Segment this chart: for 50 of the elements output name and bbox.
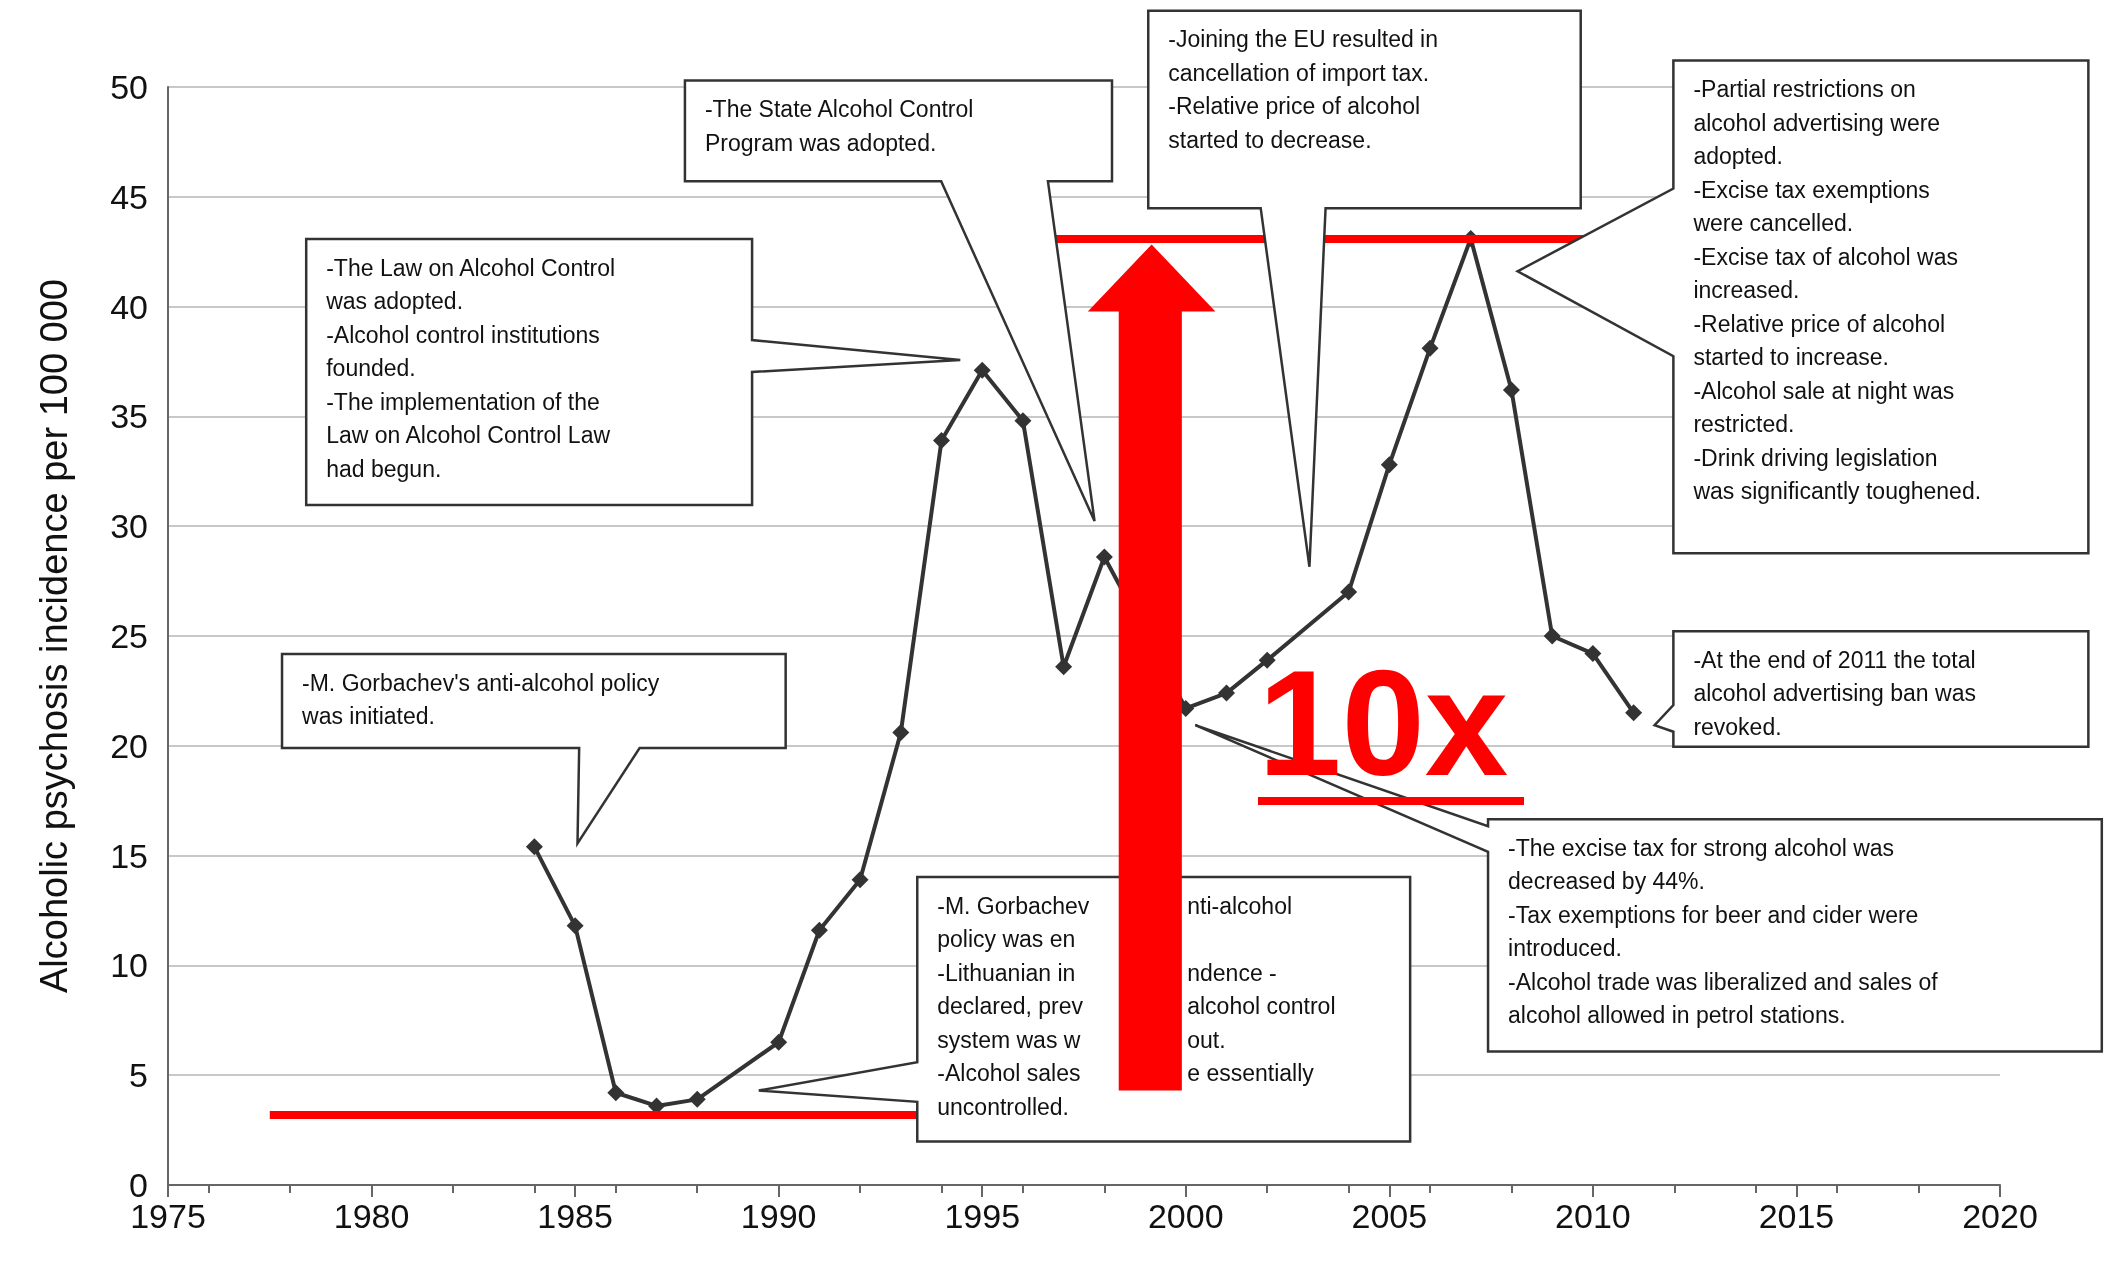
- x-tick-label: 2000: [1147, 1197, 1224, 1235]
- annotation: -At the end of 2011 the total alcohol advertising ban was revoked.: [1693, 646, 1976, 740]
- x-tick-label: 1985: [537, 1197, 613, 1235]
- point: [1584, 645, 1602, 663]
- point: [1543, 627, 1561, 645]
- point: [892, 724, 910, 742]
- point: [851, 871, 869, 889]
- point: [1340, 583, 1358, 601]
- point: [1502, 381, 1520, 399]
- annotation: -Joining the EU resulted in cancellation of import tax. -Relative price of alcohol started to decrease.: [1168, 26, 1439, 153]
- annotation: -M. Gorbachev's anti-alcohol policy was initiated.: [301, 669, 660, 730]
- point: [525, 838, 543, 856]
- text: -M. Gorbachev nti-alcohol policy was en -Lithuanian in ndence - declared, prev alcohol control system was w out. -Alcohol sales e essentially uncontrolled.: [937, 892, 1336, 1120]
- point: [810, 921, 828, 939]
- y-tick-label: 25: [110, 617, 148, 655]
- point: [1625, 704, 1643, 722]
- point: [607, 1084, 625, 1102]
- y-tick-label: 30: [110, 507, 148, 546]
- y-tick-label: 45: [110, 177, 148, 216]
- y-tick-label: 15: [110, 836, 148, 875]
- point: [973, 361, 991, 379]
- point: [688, 1090, 706, 1108]
- x-tick-label: 1995: [944, 1197, 1021, 1235]
- annotation: -The Law on Alcohol Control was adopted. -Alcohol control institutions founded. -The implementation of the Law on Alcohol Control Law had begun.: [325, 254, 616, 482]
- text: -Partial restrictions on alcohol advertising were adopted. -Excise tax exemptions were cancelled. -Excise tax of alcohol was increased. -Relative price of alcohol started to increase. -Alcohol sale at night was restricted. -Drink driving legislation was significantly toughened.: [1693, 76, 1982, 505]
- point: [1380, 456, 1398, 474]
- point: [1095, 548, 1113, 566]
- y-axis-title: Alcoholic psychosis incidence per 100 000: [33, 279, 75, 993]
- x-tick-label: 2015: [1758, 1197, 1835, 1235]
- y-tick-label: 50: [110, 68, 148, 106]
- y-tick-label: 20: [110, 726, 148, 765]
- point: [933, 432, 951, 450]
- y-tick-label: 40: [110, 287, 148, 326]
- x-tick-label: 1980: [333, 1197, 410, 1235]
- y-tick-label: 35: [110, 397, 148, 436]
- annotation: -The excise tax for strong alcohol was decreased by 44%. -Tax exemptions for beer and cider were introduced. -Alcohol trade was liberalized and sales of alcohol allowed in petrol stations.: [1508, 834, 1939, 1029]
- x-tick-label: 2005: [1351, 1197, 1428, 1235]
- point: [1217, 684, 1235, 702]
- point: [566, 917, 584, 935]
- annotation: -The State Alcohol Control Program was adopted.: [704, 96, 974, 156]
- y-tick-label: 5: [129, 1056, 148, 1095]
- point: [770, 1033, 788, 1051]
- x-tick-label: 2010: [1555, 1197, 1631, 1235]
- x-tick-label: 2020: [1962, 1197, 2038, 1235]
- x-tick-label: 1990: [740, 1197, 817, 1235]
- annotation: 10x: [1258, 639, 1509, 807]
- point: [1014, 412, 1032, 430]
- point: [1258, 651, 1276, 669]
- point: [1421, 339, 1439, 357]
- y-tick-label: 10: [110, 946, 148, 985]
